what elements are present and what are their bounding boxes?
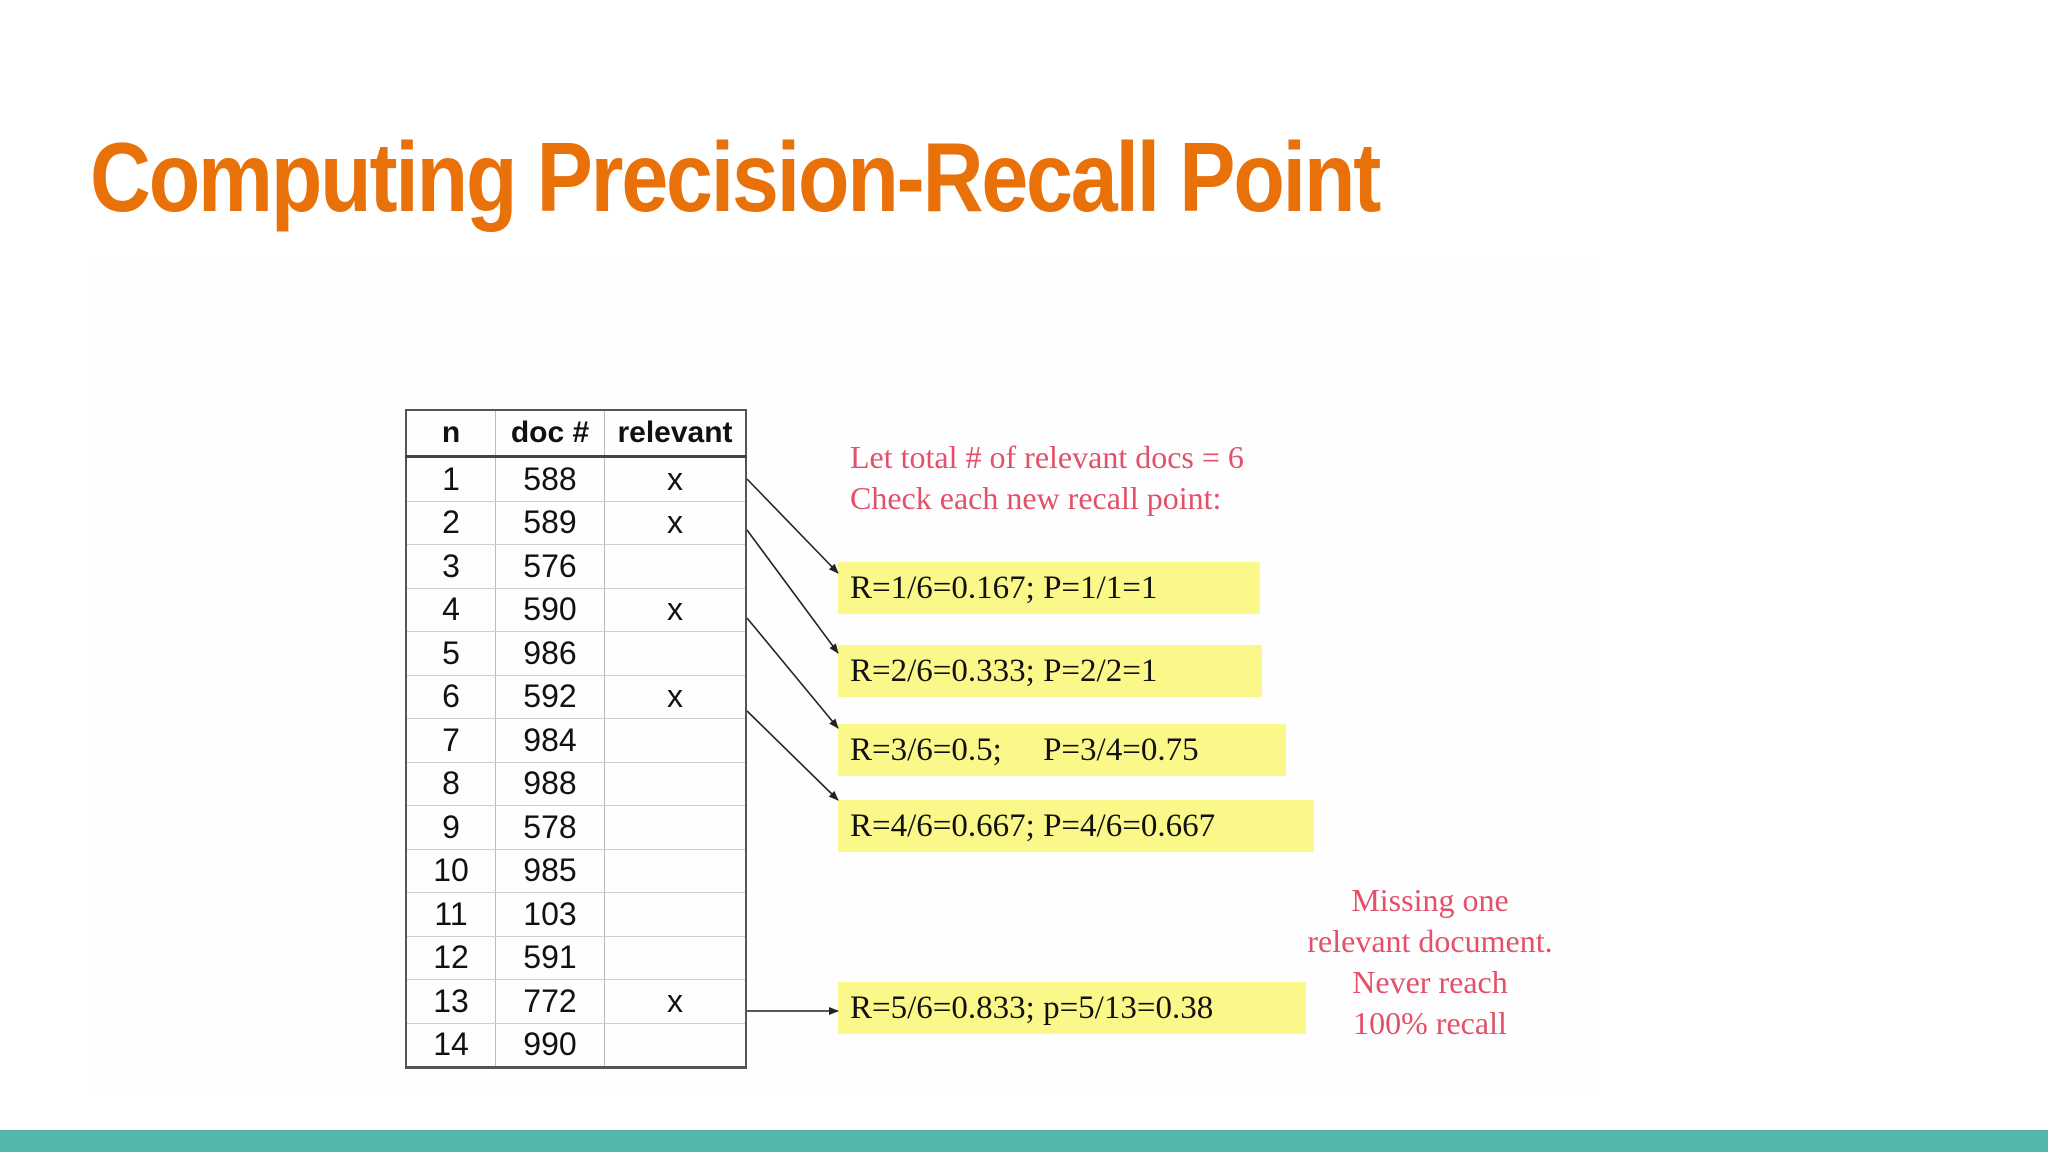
cell-n: 12 <box>405 936 496 980</box>
table-row: 4 590 x <box>405 588 747 632</box>
calc-box: R=3/6=0.5; P=3/4=0.75 <box>838 724 1286 776</box>
cell-doc-number: 576 <box>495 544 605 589</box>
intro-note-line: Let total # of relevant docs = 6 <box>850 439 1244 475</box>
relevance-table: n doc # relevant 1 588 x 2 589 x 3 576 4 590 x 5 986… <box>405 409 747 1069</box>
table-row: 6 592 x <box>405 675 747 719</box>
slide-title: Computing Precision-Recall Point <box>90 122 1381 232</box>
cell-doc-number: 988 <box>495 762 605 806</box>
table-row: 11 103 <box>405 892 747 937</box>
table-row: 5 986 <box>405 631 747 676</box>
calc-box: R=4/6=0.667; P=4/6=0.667 <box>838 800 1314 852</box>
calc-box: R=5/6=0.833; p=5/13=0.38 <box>838 982 1306 1034</box>
cell-n: 11 <box>405 892 496 937</box>
missing-note-line: relevant document. <box>1307 923 1553 959</box>
cell-doc-number: 590 <box>495 588 605 632</box>
cell-n: 8 <box>405 762 496 806</box>
cell-relevant: x <box>604 501 747 545</box>
cell-n: 7 <box>405 718 496 763</box>
cell-n: 9 <box>405 805 496 850</box>
cell-relevant: x <box>604 979 747 1024</box>
cell-relevant <box>604 936 747 980</box>
cell-doc-number: 986 <box>495 631 605 676</box>
cell-n: 3 <box>405 544 496 589</box>
cell-n: 4 <box>405 588 496 632</box>
missing-note-line: Never reach <box>1352 964 1508 1000</box>
intro-note: Let total # of relevant docs = 6 Check e… <box>850 437 1244 519</box>
cell-relevant <box>604 631 747 676</box>
table-row: 9 578 <box>405 805 747 850</box>
intro-note-line: Check each new recall point: <box>850 480 1222 516</box>
cell-relevant <box>604 805 747 850</box>
cell-doc-number: 592 <box>495 675 605 719</box>
table-row: 3 576 <box>405 544 747 589</box>
cell-doc-number: 591 <box>495 936 605 980</box>
missing-note-line: 100% recall <box>1353 1005 1507 1041</box>
calc-box: R=2/6=0.333; P=2/2=1 <box>838 645 1262 697</box>
cell-relevant: x <box>604 675 747 719</box>
cell-relevant <box>604 892 747 937</box>
cell-n: 1 <box>405 456 496 502</box>
cell-relevant <box>604 849 747 893</box>
cell-n: 10 <box>405 849 496 893</box>
table-row: 14 990 <box>405 1023 747 1069</box>
cell-doc-number: 984 <box>495 718 605 763</box>
cell-n: 14 <box>405 1023 496 1069</box>
cell-n: 2 <box>405 501 496 545</box>
cell-doc-number: 578 <box>495 805 605 850</box>
cell-doc-number: 103 <box>495 892 605 937</box>
table-header-row: n doc # relevant <box>405 409 747 458</box>
cell-relevant <box>604 718 747 763</box>
cell-doc-number: 990 <box>495 1023 605 1069</box>
cell-doc-number: 772 <box>495 979 605 1024</box>
table-row: 8 988 <box>405 762 747 806</box>
column-header-relevant: relevant <box>604 409 747 458</box>
missing-note-line: Missing one <box>1351 882 1509 918</box>
cell-relevant <box>604 1023 747 1069</box>
table-row: 12 591 <box>405 936 747 980</box>
table-row: 2 589 x <box>405 501 747 545</box>
cell-relevant: x <box>604 456 747 502</box>
cell-relevant <box>604 544 747 589</box>
cell-n: 13 <box>405 979 496 1024</box>
bottom-accent-bar <box>0 1130 2048 1152</box>
cell-n: 6 <box>405 675 496 719</box>
table-row: 10 985 <box>405 849 747 893</box>
cell-relevant <box>604 762 747 806</box>
table-row: 1 588 x <box>405 456 747 502</box>
cell-n: 5 <box>405 631 496 676</box>
cell-doc-number: 589 <box>495 501 605 545</box>
missing-recall-note: Missing one relevant document. Never rea… <box>1280 880 1580 1044</box>
column-header-doc: doc # <box>495 409 605 458</box>
table-body: 1 588 x 2 589 x 3 576 4 590 x 5 986 6 592 x 7 984 8 988 9 578… <box>405 456 747 1069</box>
table-row: 13 772 x <box>405 979 747 1024</box>
cell-relevant: x <box>604 588 747 632</box>
table-row: 7 984 <box>405 718 747 763</box>
calc-box: R=1/6=0.167; P=1/1=1 <box>838 562 1260 614</box>
column-header-n: n <box>405 409 496 458</box>
cell-doc-number: 985 <box>495 849 605 893</box>
cell-doc-number: 588 <box>495 456 605 502</box>
